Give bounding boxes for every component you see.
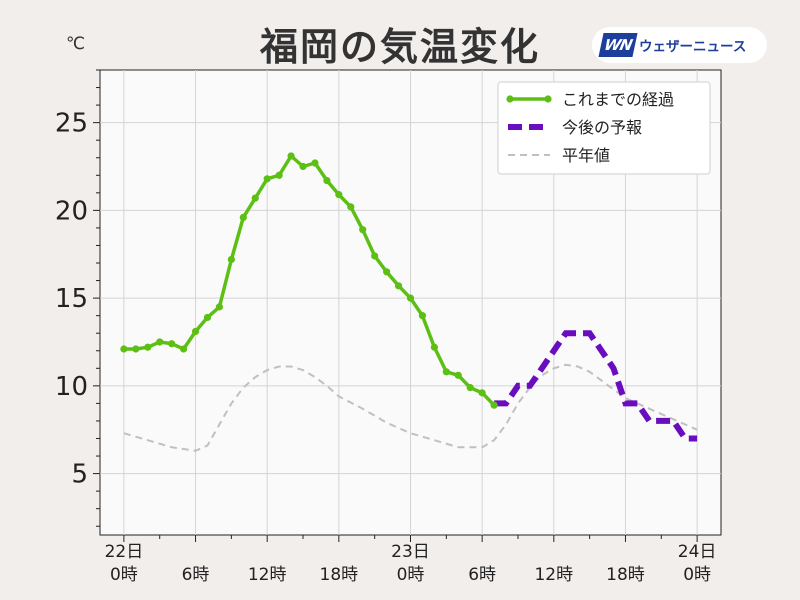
observed-point (335, 190, 343, 199)
observed-point (227, 255, 235, 264)
observed-point (478, 389, 486, 397)
observed-point (168, 340, 176, 348)
series-normal-line (123, 363, 698, 452)
y-tick-label: 15 (55, 284, 88, 314)
brand-name: ウェザーニュース (639, 39, 747, 55)
observed-point (430, 343, 438, 351)
x-tick-label-day: 24日 (678, 542, 717, 562)
observed-point (287, 152, 295, 160)
observed-point (215, 303, 224, 311)
y-tick-label: 10 (55, 372, 88, 402)
observed-point (156, 338, 164, 346)
x-tick-label-hour: 0時 (397, 565, 425, 585)
x-tick-label-day: 22日 (105, 542, 144, 562)
brand-badge: WN ウェザーニュース (592, 27, 767, 63)
x-tick-label-hour: 0時 (110, 565, 138, 585)
observed-point (371, 252, 379, 260)
observed-point (251, 194, 259, 202)
observed-point (144, 343, 152, 351)
x-tick-label-hour: 12時 (534, 565, 573, 585)
x-tick-label-hour: 6時 (182, 565, 210, 585)
observed-point (347, 203, 355, 211)
y-axis-unit-label: ℃ (66, 34, 86, 54)
x-tick-label-hour: 18時 (606, 565, 645, 585)
series-forecast-line (494, 330, 698, 442)
observed-point (311, 159, 319, 167)
x-tick-label-hour: 0時 (683, 565, 711, 585)
series-layer (120, 152, 698, 452)
legend-label: 今後の予報 (562, 118, 642, 137)
x-tick-label-hour: 18時 (320, 565, 359, 585)
axes: 5 10 15 20 25 22日 0時 6時 12時 18時 23日 0時 6時 12時 18時 24日 0時 (55, 69, 717, 585)
observed-point (418, 312, 427, 320)
observed-point (442, 368, 450, 376)
observed-point (359, 226, 367, 234)
x-tick-label-day: 23日 (391, 542, 430, 562)
legend-marker (544, 95, 552, 103)
legend-label: これまでの経過 (562, 90, 674, 109)
y-tick-label: 20 (55, 196, 88, 226)
observed-point (263, 175, 271, 183)
observed-point (120, 345, 128, 353)
chart-title: 福岡の気温変化 (259, 25, 540, 69)
observed-point (323, 176, 331, 185)
observed-point (275, 171, 283, 179)
y-tick-label: 25 (55, 109, 88, 139)
observed-point (191, 327, 200, 336)
observed-point (490, 401, 498, 409)
observed-point (406, 294, 415, 302)
observed-point (394, 282, 403, 290)
observed-point (466, 384, 474, 392)
observed-point (132, 345, 140, 353)
legend-label: 平年値 (562, 146, 610, 165)
x-tick-label-hour: 12時 (248, 565, 287, 585)
legend-box (497, 81, 711, 175)
observed-point (203, 313, 212, 322)
grid (100, 70, 721, 535)
observed-point (383, 268, 391, 276)
y-tick-label: 5 (71, 460, 88, 490)
observed-point (179, 345, 188, 353)
x-tick-label-hour: 6時 (468, 565, 496, 585)
observed-point (239, 213, 247, 221)
legend-marker (506, 95, 514, 103)
observed-point (299, 162, 307, 171)
observed-point (454, 371, 462, 379)
